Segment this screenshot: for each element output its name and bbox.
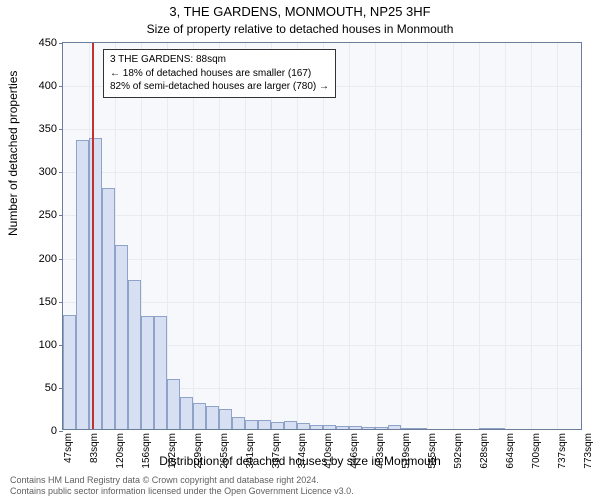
chart-container: 3, THE GARDENS, MONMOUTH, NP25 3HF Size … xyxy=(0,0,600,500)
histogram-bar xyxy=(323,425,336,429)
y-tick-mark xyxy=(59,43,63,44)
x-axis-label: Distribution of detached houses by size … xyxy=(0,454,600,468)
histogram-bar xyxy=(401,428,414,429)
histogram-bar xyxy=(206,406,219,429)
histogram-bar xyxy=(115,245,128,429)
histogram-bar xyxy=(336,426,349,429)
annotation-line-1: 3 THE GARDENS: 88sqm xyxy=(110,53,329,67)
gridline-v xyxy=(505,43,506,429)
gridline-v xyxy=(297,43,298,429)
gridline-v xyxy=(323,43,324,429)
histogram-bar xyxy=(479,428,492,429)
histogram-bar xyxy=(388,425,401,429)
histogram-bar xyxy=(128,280,141,429)
histogram-bar xyxy=(167,379,180,429)
y-tick-mark xyxy=(59,86,63,87)
gridline-v xyxy=(349,43,350,429)
histogram-bar xyxy=(414,428,427,429)
histogram-bar xyxy=(154,316,167,429)
histogram-bar xyxy=(284,421,297,429)
gridline-v xyxy=(557,43,558,429)
histogram-bar xyxy=(349,426,362,429)
histogram-bar xyxy=(232,417,245,429)
gridline-v xyxy=(375,43,376,429)
y-tick-mark xyxy=(59,431,63,432)
gridline-v xyxy=(271,43,272,429)
gridline-v xyxy=(219,43,220,429)
annotation-line-2: ← 18% of detached houses are smaller (16… xyxy=(110,67,329,81)
histogram-bar xyxy=(63,315,76,429)
chart-title: 3, THE GARDENS, MONMOUTH, NP25 3HF xyxy=(0,4,600,19)
histogram-bar xyxy=(271,422,284,429)
annotation-line-3: 82% of semi-detached houses are larger (… xyxy=(110,80,329,94)
chart-subtitle: Size of property relative to detached ho… xyxy=(0,22,600,36)
gridline-v xyxy=(453,43,454,429)
histogram-bar xyxy=(193,403,206,429)
footer-line-1: Contains HM Land Registry data © Crown c… xyxy=(10,475,354,486)
histogram-bar xyxy=(180,397,193,429)
y-tick-mark xyxy=(59,129,63,130)
y-tick-mark xyxy=(59,302,63,303)
histogram-bar xyxy=(297,423,310,429)
histogram-bar xyxy=(375,427,388,429)
histogram-bar xyxy=(258,420,271,429)
y-tick-mark xyxy=(59,215,63,216)
footer-attribution: Contains HM Land Registry data © Crown c… xyxy=(10,475,354,498)
y-tick-mark xyxy=(59,172,63,173)
histogram-bar xyxy=(219,409,232,429)
gridline-v xyxy=(193,43,194,429)
histogram-bar xyxy=(492,428,505,429)
y-tick-mark xyxy=(59,259,63,260)
gridline-v xyxy=(479,43,480,429)
gridline-v xyxy=(401,43,402,429)
footer-line-2: Contains public sector information licen… xyxy=(10,486,354,497)
y-axis-label: Number of detached properties xyxy=(6,71,20,236)
histogram-bar xyxy=(102,188,115,429)
plot-area: 05010015020025030035040045047sqm83sqm120… xyxy=(62,42,582,430)
gridline-v xyxy=(167,43,168,429)
gridline-v xyxy=(427,43,428,429)
histogram-bar xyxy=(310,425,323,429)
histogram-bar xyxy=(141,316,154,429)
histogram-bar xyxy=(89,138,102,429)
histogram-bar xyxy=(76,140,89,429)
annotation-box: 3 THE GARDENS: 88sqm← 18% of detached ho… xyxy=(103,49,336,98)
histogram-bar xyxy=(362,427,375,429)
gridline-v xyxy=(245,43,246,429)
histogram-bar xyxy=(245,420,258,429)
gridline-v xyxy=(531,43,532,429)
property-marker-line xyxy=(92,43,94,429)
